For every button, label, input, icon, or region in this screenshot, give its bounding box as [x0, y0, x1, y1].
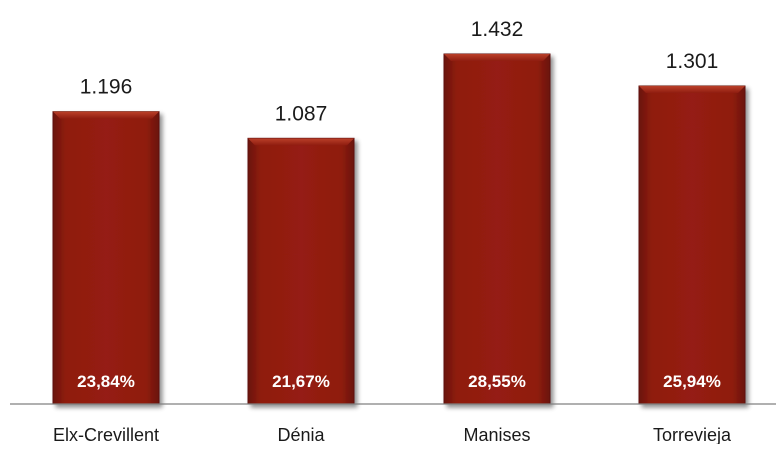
bar-elx-crevillent: [52, 111, 160, 405]
bar-group-torrevieja: [638, 85, 746, 405]
category-label-elx-crevillent: Elx-Crevillent: [53, 425, 159, 444]
bar-group-elx-crevillent: [52, 111, 160, 405]
category-label-d-nia: Dénia: [277, 425, 325, 444]
bar-bevel-manises: [444, 54, 550, 61]
bar-group-manises: [443, 53, 551, 405]
bar-d-nia: [247, 137, 355, 405]
share-label-d-nia: 21,67%: [272, 372, 330, 391]
category-label-manises: Manises: [463, 425, 530, 444]
category-label-torrevieja: Torrevieja: [653, 425, 732, 444]
bar-bevel-elx-crevillent: [53, 111, 159, 119]
value-label-d-nia: 1.087: [275, 102, 328, 125]
labels-layer: 1.196 23,84% Elx-Crevillent 1.087 21,67% Déni…: [53, 18, 732, 445]
bar-manises: [443, 53, 551, 405]
bars-layer: [52, 53, 746, 405]
bar-group-d-nia: [247, 137, 355, 405]
bar-bevel-torrevieja: [639, 86, 745, 94]
value-label-elx-crevillent: 1.196: [80, 76, 133, 99]
value-label-torrevieja: 1.301: [666, 50, 719, 73]
share-label-torrevieja: 25,94%: [663, 372, 721, 391]
bar-torrevieja: [638, 85, 746, 405]
share-label-elx-crevillent: 23,84%: [77, 372, 135, 391]
bar-bevel-d-nia: [248, 138, 354, 146]
value-label-manises: 1.432: [471, 18, 524, 41]
share-label-manises: 28,55%: [468, 372, 526, 391]
